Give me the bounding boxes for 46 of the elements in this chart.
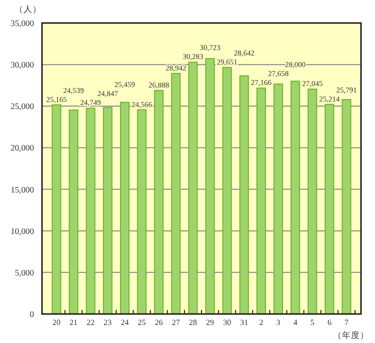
bar [290,80,300,314]
y-tick-label: 15,000 [10,184,34,194]
x-tick-label: 20 [52,318,60,327]
x-tick-label: 3 [276,318,280,327]
y-tick-label: 30,000 [10,60,34,70]
x-tick-label: 4 [293,318,298,327]
x-axis-title: （年度） [333,330,369,340]
x-tick-label: 30 [223,318,232,327]
y-tick-label: 0 [30,308,34,319]
bar [188,62,198,314]
bar [120,102,130,314]
bar [239,75,249,314]
y-tick-label: 5,000 [14,267,34,278]
x-tick-label: 28 [188,318,197,327]
x-tick-label: 24 [120,318,129,327]
bar [52,104,62,314]
bar [308,88,318,314]
y-tick-label: 35,000 [10,18,34,28]
x-tick-label: 7 [344,318,348,327]
y-tick-label: 20,000 [10,142,34,153]
x-tick-label: 31 [240,318,248,327]
x-tick-label: 22 [86,318,95,327]
x-tick-label: 5 [310,318,314,327]
x-tick-label: 21 [70,318,78,327]
y-tick-label: 10,000 [10,226,34,236]
bar [205,58,215,314]
bar [256,88,266,314]
x-tick-label: 23 [104,318,112,327]
x-tick-label: 27 [172,318,180,327]
bar [137,109,147,314]
x-tick-label: 6 [327,318,332,327]
bar [86,108,96,314]
x-tick-label: 29 [206,318,214,327]
x-tick-label: 25 [138,318,146,327]
bar [102,106,112,314]
bar [274,84,284,314]
x-tick-label: 26 [154,318,163,327]
bar [222,66,232,314]
bar [154,90,164,314]
x-tick-label: 2 [259,318,264,327]
bar [324,104,334,314]
bar [342,99,352,314]
bar [171,72,181,314]
y-axis-title: （人） [14,4,42,14]
bar [68,109,78,314]
y-tick-label: 25,000 [10,101,34,112]
